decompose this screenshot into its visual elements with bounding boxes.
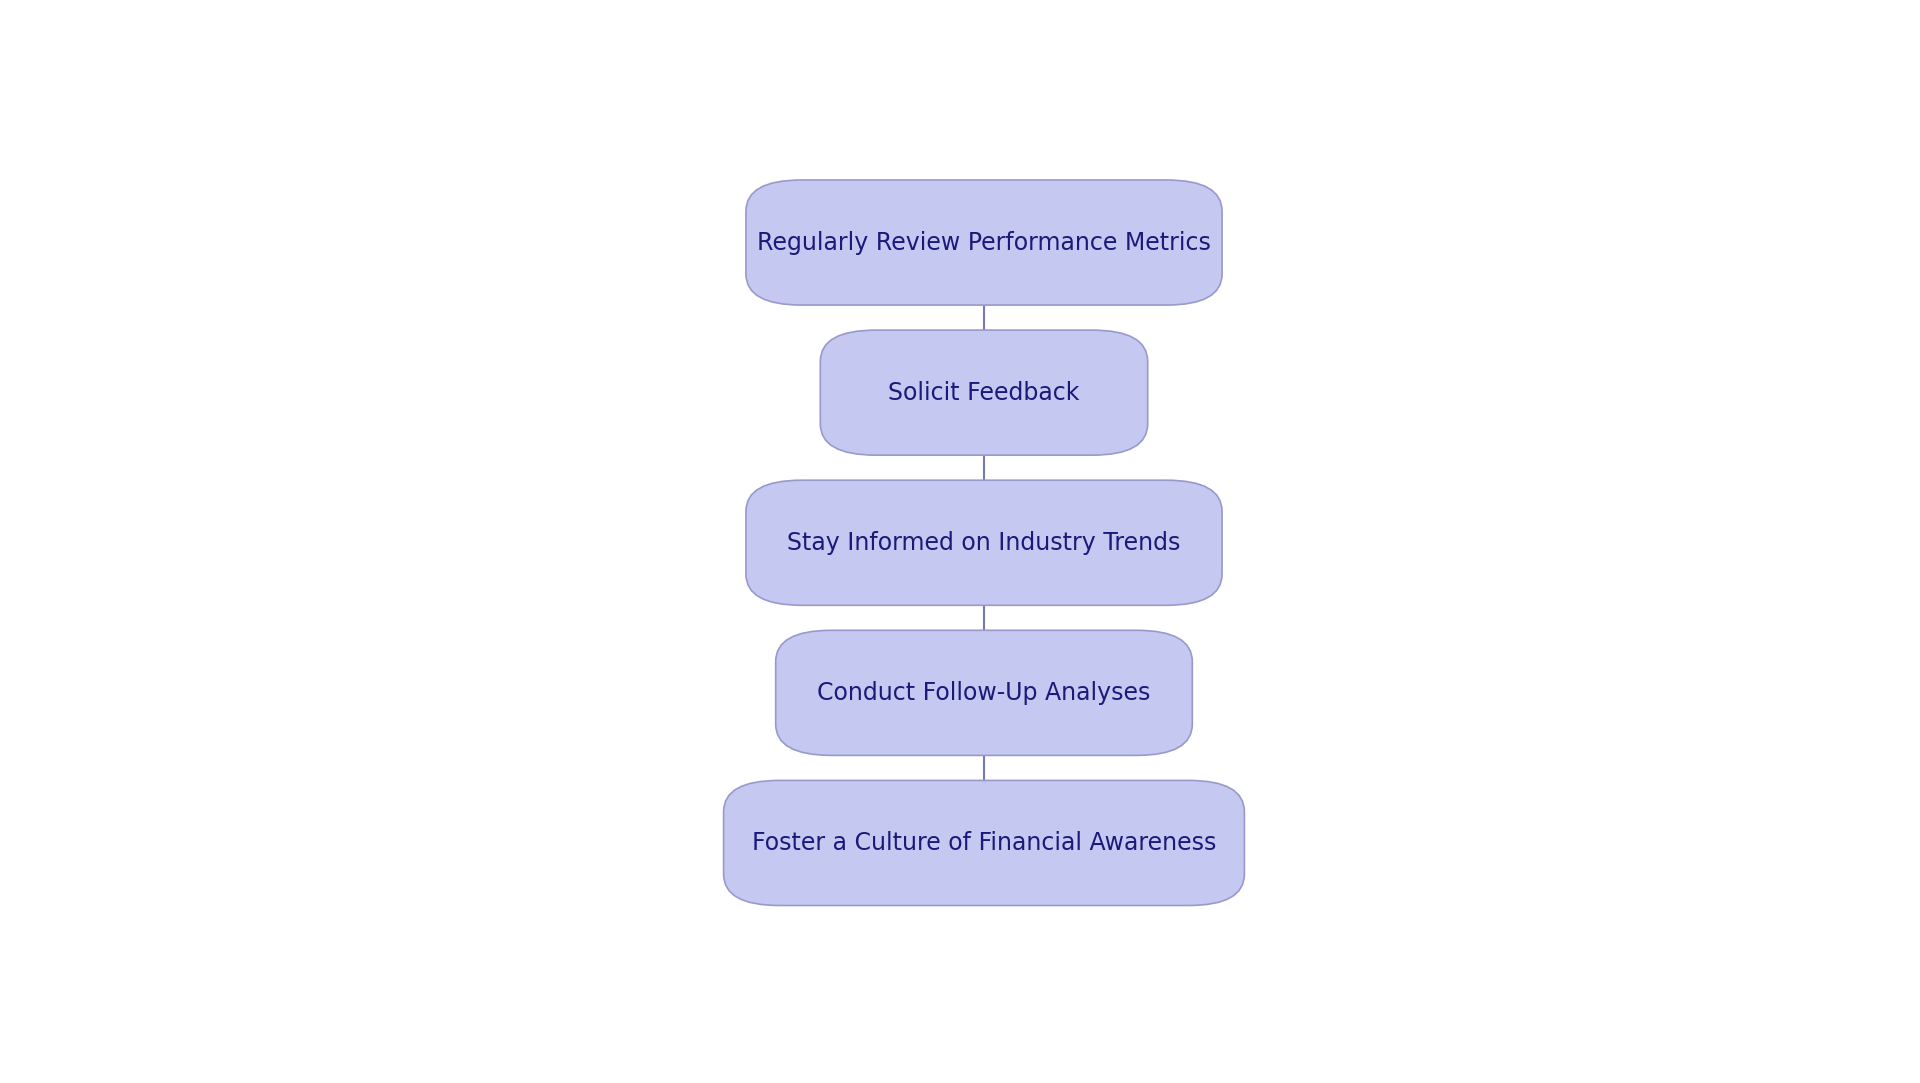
FancyBboxPatch shape xyxy=(745,480,1221,605)
FancyBboxPatch shape xyxy=(776,630,1192,756)
Text: Regularly Review Performance Metrics: Regularly Review Performance Metrics xyxy=(756,231,1212,255)
Text: Solicit Feedback: Solicit Feedback xyxy=(889,380,1079,405)
Text: Conduct Follow-Up Analyses: Conduct Follow-Up Analyses xyxy=(818,681,1150,705)
FancyBboxPatch shape xyxy=(724,781,1244,905)
FancyBboxPatch shape xyxy=(745,180,1221,305)
Text: Stay Informed on Industry Trends: Stay Informed on Industry Trends xyxy=(787,531,1181,554)
Text: Foster a Culture of Financial Awareness: Foster a Culture of Financial Awareness xyxy=(753,831,1215,854)
FancyBboxPatch shape xyxy=(820,330,1148,455)
